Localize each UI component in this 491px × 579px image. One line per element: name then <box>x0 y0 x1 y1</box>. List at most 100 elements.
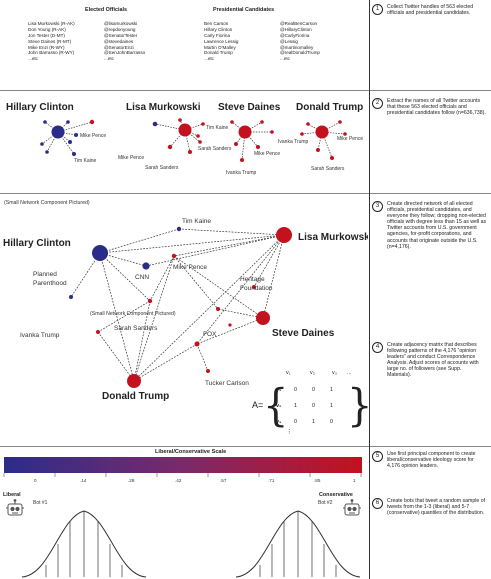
matrix-cell: 0 <box>330 419 333 425</box>
matrix-row-2-name: v₂ <box>276 403 282 409</box>
node-heritage-foundation <box>252 285 256 289</box>
matrix-row-3-name: v₃ <box>276 419 282 425</box>
divider <box>0 446 491 447</box>
matrix-dots: ⠇ <box>288 430 293 436</box>
node-misc <box>216 307 220 311</box>
ego-trump-label-ivanka: Ivanka Trump <box>278 139 309 145</box>
network-edges <box>70 228 285 382</box>
official-name: Ben Carson <box>204 21 229 26</box>
matrix-cell: 1 <box>330 387 333 393</box>
label-foundation: Foundation <box>240 285 273 292</box>
step-number: 6 <box>372 498 383 509</box>
label-heritage: Heritage <box>240 276 265 283</box>
tick-3: .42 <box>175 478 182 483</box>
matrix-cell: 1 <box>330 403 333 409</box>
ego-daines-label-sanders: Sarah Sanders <box>198 146 232 152</box>
network-caption: (Small Network Component Pictured) <box>4 200 90 206</box>
twitter-handle: @RealBenCarson <box>280 21 318 26</box>
ego-daines-nodes <box>230 120 274 162</box>
official-name: Mike Enzi (R-WY) <box>28 44 65 50</box>
step-number: 4 <box>372 342 383 353</box>
divider <box>0 90 491 91</box>
label-cnn: CNN <box>135 274 149 281</box>
node-hillary-clinton <box>92 245 108 261</box>
node-fox <box>194 341 200 347</box>
step-text: Create bots that tweet a random sample o… <box>387 498 486 517</box>
step-text: Extract the names of all Twitter account… <box>387 98 486 117</box>
liberal-quantile-lines <box>45 511 123 577</box>
matrix-cell: 1 <box>312 419 315 425</box>
label-planned-parenthood: Planned Parenthood <box>33 271 67 287</box>
official-name: ...etc <box>28 56 38 62</box>
ego-murkowski-label-pence: Mike Pence <box>118 155 144 161</box>
ego-title-murkowski: Lisa Murkowski <box>126 102 201 113</box>
table-row: Don Young (R-AK) @repdonyoung <box>28 27 178 33</box>
table-row: Steve Daines (R-MT) @stevedaines <box>28 39 178 45</box>
column-divider <box>369 0 370 579</box>
step-text: Create adjacency matrix that describes f… <box>387 342 479 379</box>
tick-6: .85 <box>314 478 321 483</box>
node-tucker-carlson <box>206 369 210 373</box>
official-name: Carly Fiorina <box>204 32 231 38</box>
twitter-handle: @stevedaines <box>104 38 134 44</box>
step-text: Use first principal component to create … <box>387 451 476 470</box>
twitter-handle: @lisamurkowski <box>104 21 138 26</box>
table-row: Jon Tester (D-MT) @SenatorTester <box>28 33 178 39</box>
adjacency-matrix: A= { } v₁ v₂ v₃ ... v₁ v₂ v₃ 0 0 1 1 0 1… <box>252 368 372 444</box>
ego-daines-label-ivanka: Ivanka Trump <box>226 170 257 176</box>
candidates-list: Ben Carson @RealBenCarson Hillary Clinton @… <box>204 21 354 62</box>
ego-clinton-label-kaine: Tim Kaine <box>74 158 97 164</box>
twitter-handle: @martinomalley <box>280 44 314 50</box>
tick-1: .14 <box>80 478 87 483</box>
scale-title: Liberal/Conservative Scale <box>155 449 226 455</box>
matrix-brace-left: { <box>263 380 289 432</box>
matrix-cell: 1 <box>294 403 297 409</box>
ego-title-trump: Donald Trump <box>296 102 363 113</box>
official-name: Donald Trump <box>204 50 233 56</box>
matrix-col-2: v₂ <box>310 370 315 376</box>
ego-title-daines: Steve Daines <box>218 102 281 113</box>
table-row: ...etc ...etc <box>204 56 354 62</box>
label-tim-kaine: Tim Kaine <box>182 218 211 225</box>
ego-clinton-nodes <box>40 119 95 156</box>
twitter-handle: @SenatorTester <box>104 32 138 38</box>
bot1-label: Bot #1 <box>33 500 48 506</box>
twitter-handle: @CarlyFiorina <box>280 32 310 38</box>
twitter-handle: @HillaryClinton <box>280 26 312 32</box>
robot-icon <box>343 499 361 516</box>
ego-networks: Hillary Clinton Mike Pence Tim Kaine Lis… <box>6 102 363 176</box>
twitter-handle: @SenJohnBarrasso <box>104 50 146 56</box>
table-row: Martin O'Malley @martinomalley <box>204 45 354 51</box>
matrix-cell: 0 <box>312 387 315 393</box>
matrix-row-1-name: v₁ <box>276 387 282 393</box>
table-row: Mike Enzi (R-WY) @SenatorEnzi <box>28 45 178 51</box>
elected-header: Elected Officials <box>85 7 127 13</box>
official-name: John Barrasso (R-WY) <box>28 50 75 56</box>
twitter-handle: @realDonaldTrump <box>280 50 320 56</box>
twitter-handle: @repdonyoung <box>104 26 136 32</box>
node-ivanka-trump <box>96 330 100 334</box>
ego-daines-label-pence: Mike Pence <box>254 151 280 157</box>
twitter-handle: ...etc <box>104 56 114 62</box>
tick-4: .57 <box>220 478 227 483</box>
node-sarah-sanders <box>147 298 153 304</box>
step-text: Create directed network of all elected o… <box>387 201 487 250</box>
ego-trump-nodes <box>300 120 347 160</box>
node-mike-pence <box>171 253 177 259</box>
ego-title-clinton: Hillary Clinton <box>6 102 74 113</box>
label-steve-daines: Steve Daines <box>272 328 335 339</box>
conservative-quantile-lines <box>259 511 337 577</box>
official-name: Martin O'Malley <box>204 44 236 50</box>
ego-murkowski-nodes <box>152 118 205 154</box>
tick-2: .28 <box>128 478 135 483</box>
official-name: ...etc <box>204 56 214 62</box>
divider <box>0 193 491 194</box>
ego-murkowski-label-kaine: Tim Kaine <box>206 125 229 131</box>
table-row: Hillary Clinton @HillaryClinton <box>204 27 354 33</box>
node-tim-kaine <box>176 226 182 232</box>
node-misc <box>228 323 232 327</box>
node-planned-parenthood <box>69 295 73 299</box>
table-row: Lisa Murkowski (R-AK) @lisamurkowski <box>28 21 178 27</box>
node-cnn <box>142 262 150 270</box>
ego-trump-label-sanders: Sarah Sanders <box>311 166 345 172</box>
